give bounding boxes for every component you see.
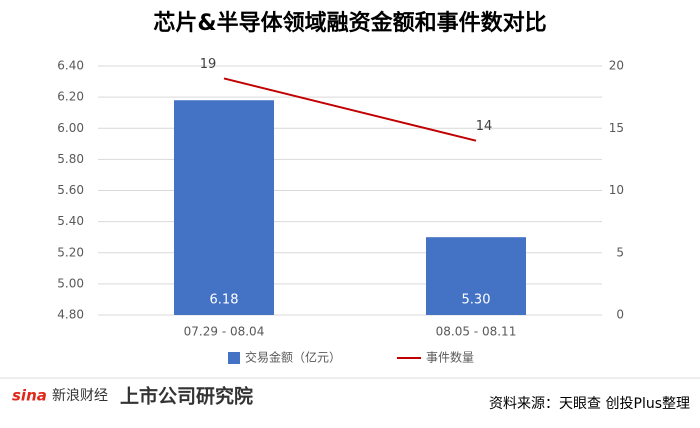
y-tick-label: 6.20 [57, 90, 84, 104]
y-tick-label: 6.40 [57, 59, 84, 73]
x-tick-label: 07.29 - 08.04 [184, 325, 265, 339]
y2-tick-label: 10 [609, 183, 624, 197]
legend-swatch [228, 352, 240, 364]
y-tick-label: 4.80 [57, 308, 84, 322]
y-tick-label: 5.20 [57, 245, 84, 259]
line-value-label: 19 [200, 57, 217, 72]
line [223, 77, 477, 142]
source-note: 资料来源：天眼查 创投Plus整理 [489, 396, 690, 412]
y-tick-label: 5.00 [57, 276, 84, 290]
sina-brand: sina [12, 387, 47, 405]
y2-tick-label: 20 [609, 59, 624, 73]
x-tick-label: 08.05 - 08.11 [436, 325, 517, 339]
y-tick-label: 6.00 [57, 121, 84, 135]
y-tick-label: 5.60 [57, 183, 84, 197]
institute-logo: 上市公司研究院 [120, 385, 253, 408]
y-tick-label: 5.40 [57, 214, 84, 228]
y-tick-label: 5.80 [57, 152, 84, 166]
legend-label: 交易金额（亿元） [245, 350, 341, 365]
bar [426, 237, 526, 315]
chart-title: 芯片&半导体领域融资金额和事件数对比 [153, 10, 546, 36]
sina-logo-text: 新浪财经 [52, 388, 108, 404]
y2-tick-label: 5 [616, 245, 624, 259]
y2-tick-label: 15 [609, 121, 624, 135]
bar [174, 100, 274, 315]
bar-value-label: 6.18 [210, 293, 239, 308]
y2-tick-label: 0 [616, 308, 624, 322]
line-value-label: 14 [476, 119, 493, 134]
legend-label: 事件数量 [426, 350, 474, 365]
bar-value-label: 5.30 [462, 293, 491, 308]
